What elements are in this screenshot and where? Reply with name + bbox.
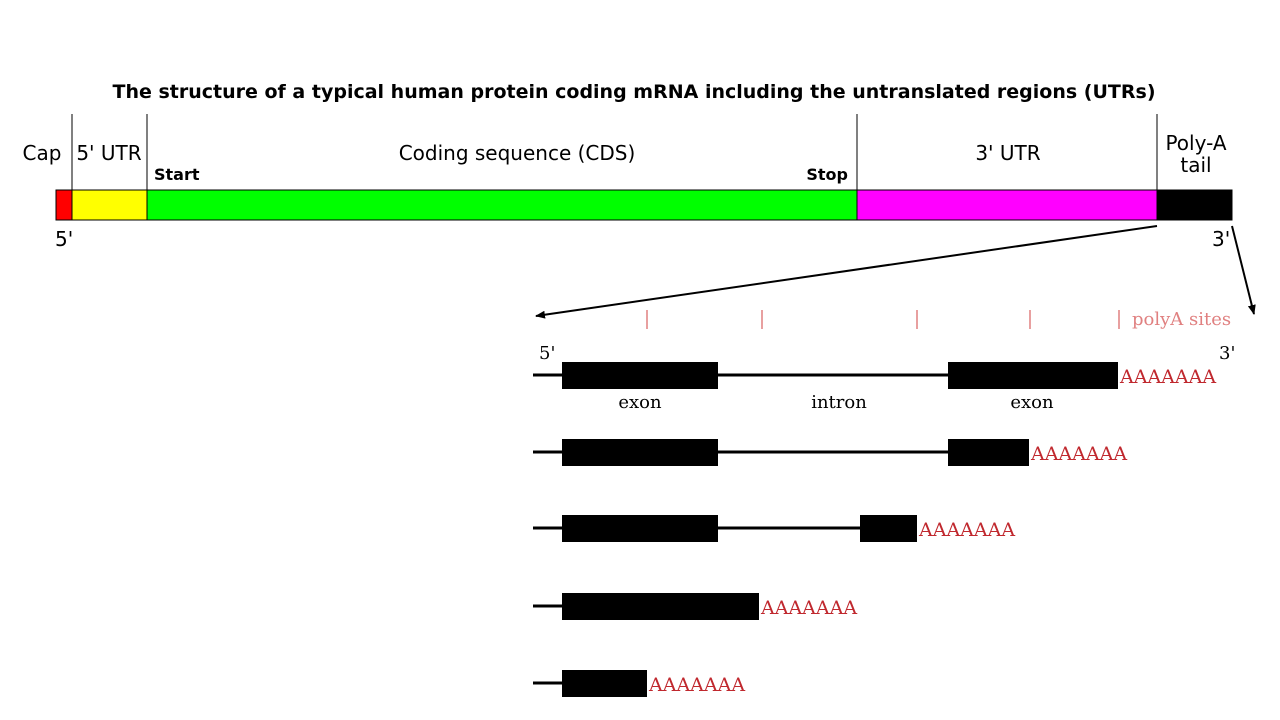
polya-tail-text: AAAAAAA [918,519,1015,541]
start-codon-label: Start [154,165,200,184]
utr3-label: 3' UTR [975,141,1040,165]
polya-tail-text: AAAAAAA [648,674,745,696]
detail-3prime-label: 3' [1219,343,1235,364]
isoform-5: AAAAAAA [533,670,745,697]
polya-tail-text: AAAAAAA [760,597,857,619]
cds-label: Coding sequence (CDS) [399,141,636,165]
stop-codon-label: Stop [806,165,848,184]
mrna-3prime-label: 3' [1212,227,1230,251]
exon-block [562,515,718,542]
exon-label-left: exon [618,392,662,413]
cap-label: Cap [23,141,62,165]
mrna-bar [55,189,1233,221]
exon-block [562,593,759,620]
cap-segment [55,189,73,221]
isoform-2: AAAAAAA [533,439,1127,466]
utr3-segment [856,189,1158,221]
polya-label-line1: Poly-A [1165,131,1226,155]
isoform-4: AAAAAAA [533,593,857,620]
mrna-5prime-label: 5' [55,227,73,251]
exon-block [860,515,917,542]
detail-5prime-label: 5' [539,343,555,364]
utr5-label: 5' UTR [76,141,141,165]
exon-block [948,439,1029,466]
exon-block [948,362,1118,389]
exon-block [562,670,647,697]
cds-segment [146,189,858,221]
polya-tail-text: AAAAAAA [1030,443,1127,465]
utr5-segment [71,189,148,221]
zoom-arrow-right [1231,225,1256,315]
polya-site-ticks [646,310,1120,329]
polya-sites-label: polyA sites [1132,309,1231,330]
exon-block [562,439,718,466]
polya-tail-segment [1156,189,1233,221]
polya-tail-text: AAAAAAA [1119,366,1216,388]
isoform-1: AAAAAAA [533,362,1216,389]
exon-block [562,362,718,389]
isoform-3: AAAAAAA [533,515,1015,542]
diagram-title: The structure of a typical human protein… [112,81,1155,103]
exon-label-right: exon [1010,392,1054,413]
intron-label: intron [811,392,867,413]
segment-dividers [71,114,1158,190]
polya-label-line2: tail [1180,153,1211,177]
zoom-arrow-left [535,225,1158,319]
